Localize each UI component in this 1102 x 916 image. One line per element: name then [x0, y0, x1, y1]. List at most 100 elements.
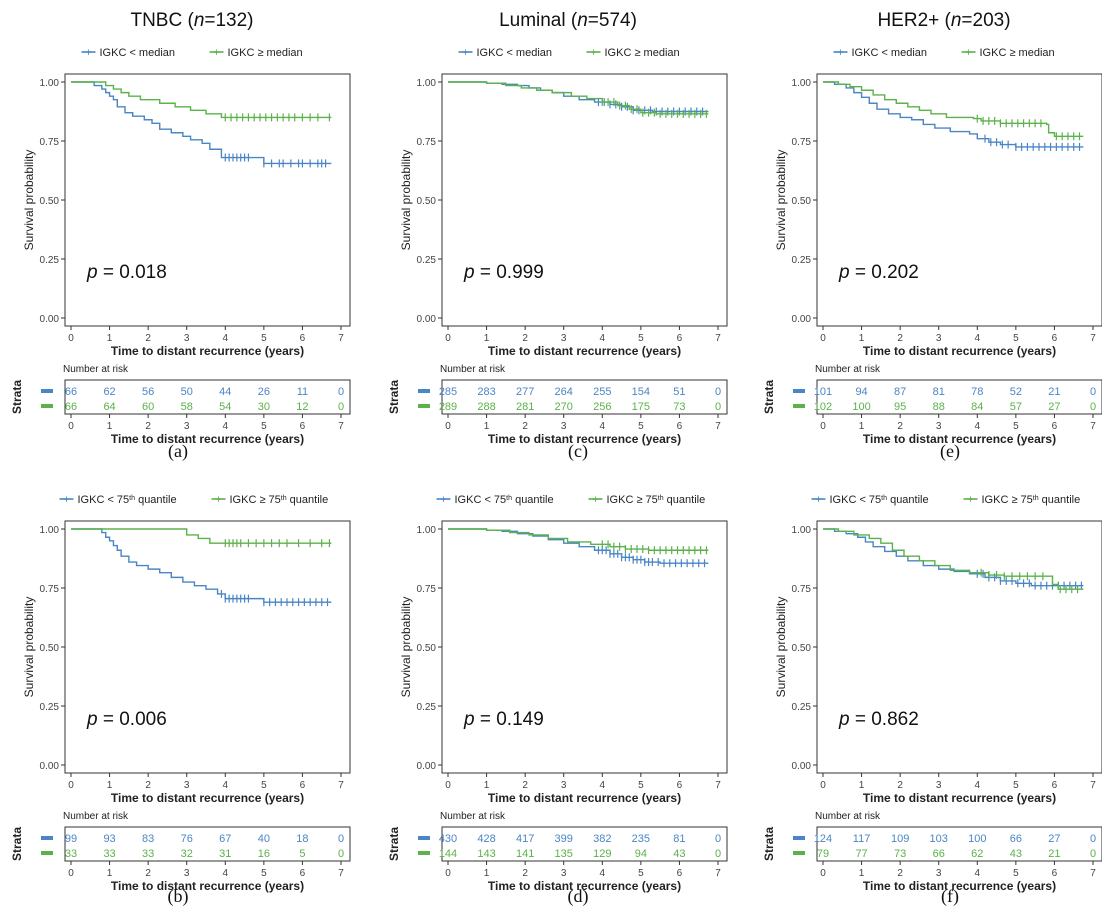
risk-count: 95 — [894, 401, 906, 413]
x-tick-label: 0 — [68, 868, 74, 879]
risk-count: 100 — [852, 401, 870, 413]
risk-count: 32 — [181, 848, 193, 860]
risk-count: 399 — [555, 833, 573, 845]
p-value: p = 0.202 — [838, 262, 919, 283]
risk-count: 255 — [593, 386, 611, 398]
y-tick-label: 0.75 — [792, 584, 812, 595]
risk-count: 83 — [142, 833, 154, 845]
x-tick-label: 1 — [859, 780, 865, 791]
x-axis-title: Time to distant recurrence (years) — [488, 879, 681, 893]
legend-label: IGKC ≥ median — [228, 47, 303, 59]
legend-marker: + — [215, 494, 221, 506]
plot-area — [64, 520, 351, 774]
x-tick-label: 3 — [561, 780, 567, 791]
panel-title-her2: HER2+ (n=203) — [877, 10, 1011, 31]
risk-count: 73 — [673, 401, 685, 413]
legend-marker: + — [63, 494, 69, 506]
legend-label: IGKC ≥ 75th quantile — [230, 494, 329, 506]
y-tick-label: 0.50 — [792, 196, 812, 207]
x-tick-label: 1 — [107, 421, 113, 432]
strata-marker — [418, 851, 430, 855]
strata-label: Strata — [387, 380, 401, 414]
x-tick-label: 7 — [715, 868, 721, 879]
risk-count: 0 — [1090, 401, 1096, 413]
x-tick-label: 0 — [820, 780, 826, 791]
y-tick-label: 0.00 — [417, 761, 437, 772]
legend-label: IGKC < median — [100, 47, 176, 59]
y-tick-label: 0.75 — [417, 584, 437, 595]
y-tick-label: 1.00 — [792, 525, 812, 536]
risk-count: 109 — [891, 833, 909, 845]
risk-count: 101 — [814, 386, 832, 398]
legend-marker: + — [592, 494, 598, 506]
x-tick-label: 4 — [223, 421, 229, 432]
risk-count: 66 — [933, 848, 945, 860]
risk-count: 31 — [219, 848, 231, 860]
risk-count: 33 — [142, 848, 154, 860]
panel-title-tnbc: TNBC (n=132) — [130, 10, 254, 31]
x-tick-label: 2 — [897, 421, 903, 432]
risk-count: 143 — [477, 848, 495, 860]
strata-label: Strata — [762, 827, 776, 861]
x-tick-label: 3 — [184, 868, 190, 879]
y-tick-label: 0.75 — [40, 584, 60, 595]
x-axis-title: Time to distant recurrence (years) — [863, 879, 1056, 893]
risk-count: 58 — [181, 401, 193, 413]
x-tick-label: 1 — [484, 868, 490, 879]
risk-count: 0 — [338, 833, 344, 845]
risk-count: 64 — [103, 401, 115, 413]
survival-curve — [823, 81, 1084, 137]
x-tick-label: 5 — [638, 868, 644, 879]
risk-count: 5 — [299, 848, 305, 860]
panel-title-luminal: Luminal (n=574) — [499, 10, 637, 31]
y-axis-title: Survival probability — [774, 150, 788, 251]
x-tick-label: 0 — [820, 868, 826, 879]
subfigure-label-d: (d) — [567, 886, 589, 906]
x-tick-label: 7 — [715, 780, 721, 791]
subfigure-label-f: (f) — [941, 886, 959, 906]
x-tick-label: 4 — [975, 421, 981, 432]
x-tick-label: 0 — [820, 421, 826, 432]
y-tick-label: 0.50 — [40, 643, 60, 654]
legend-marker: + — [815, 494, 821, 506]
y-tick-label: 0.00 — [792, 761, 812, 772]
y-tick-label: 1.00 — [417, 78, 437, 89]
risk-count: 135 — [555, 848, 573, 860]
x-axis-title: Time to distant recurrence (years) — [488, 432, 681, 446]
risk-count: 289 — [439, 401, 457, 413]
x-tick-label: 1 — [484, 333, 490, 344]
risk-count: 0 — [715, 401, 721, 413]
x-tick-label: 7 — [1090, 421, 1096, 432]
risk-count: 103 — [930, 833, 948, 845]
y-axis-title: Survival probability — [22, 597, 36, 698]
survival-curve — [71, 81, 332, 119]
x-tick-label: 1 — [107, 333, 113, 344]
y-tick-label: 1.00 — [40, 525, 60, 536]
strata-marker — [793, 836, 805, 840]
p-value: p = 0.018 — [86, 262, 167, 283]
x-tick-label: 7 — [338, 780, 344, 791]
x-tick-label: 3 — [184, 780, 190, 791]
risk-count: 124 — [814, 833, 832, 845]
risk-count: 100 — [968, 833, 986, 845]
risk-table-title: Number at risk — [815, 364, 881, 375]
y-tick-label: 0.25 — [40, 702, 60, 713]
y-tick-label: 0.75 — [792, 137, 812, 148]
x-tick-label: 4 — [600, 868, 606, 879]
risk-count: 285 — [439, 386, 457, 398]
legend-marker: + — [462, 47, 468, 59]
legend-label: IGKC < 75th quantile — [78, 494, 177, 506]
x-tick-label: 1 — [107, 868, 113, 879]
survival-curve — [823, 528, 1084, 590]
x-tick-label: 1 — [859, 421, 865, 432]
y-tick-label: 0.00 — [792, 314, 812, 325]
km-panel: + IGKC < 75th quantile + IGKC ≥ 75th quanti… — [387, 494, 728, 893]
p-value: p = 0.999 — [463, 262, 544, 283]
x-tick-label: 1 — [107, 780, 113, 791]
risk-count: 93 — [103, 833, 115, 845]
risk-count: 99 — [65, 833, 77, 845]
risk-count: 117 — [853, 833, 871, 845]
risk-count: 235 — [632, 833, 650, 845]
risk-count: 67 — [219, 833, 231, 845]
risk-count: 141 — [516, 848, 534, 860]
